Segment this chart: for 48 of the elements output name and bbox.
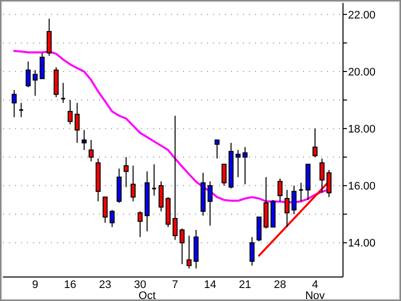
candlestick <box>298 182 304 202</box>
candlestick <box>214 140 220 160</box>
y-tick-label: 14.00 <box>348 238 376 250</box>
y-tick-label: 20.00 <box>348 66 376 78</box>
x-tick-label: 21 <box>238 279 252 291</box>
candlestick <box>82 130 87 150</box>
x-tick-label: 14 <box>204 279 216 291</box>
x-tick-label: 4 Nov <box>305 279 326 301</box>
candlestick <box>124 156 129 188</box>
y-tick-label: 22.00 <box>348 9 376 22</box>
candlestick <box>278 178 283 202</box>
candlestick <box>110 209 115 228</box>
candlestick <box>186 235 192 269</box>
candlestick <box>172 115 178 240</box>
x-tick-label: 9 <box>32 279 38 291</box>
candlestick <box>242 146 248 185</box>
candlestick <box>26 61 31 88</box>
candlestick <box>222 164 227 186</box>
x-tick-label: 16 <box>64 279 76 291</box>
candlestick <box>32 70 38 96</box>
x-tick-label: 23 <box>99 279 112 291</box>
y-tick-label: 18.00 <box>348 123 376 136</box>
candlestick <box>138 210 143 238</box>
x-tick-label: 7 <box>172 279 178 291</box>
x-tick-label: Oct <box>138 290 156 301</box>
y-tick-label: 16.00 <box>348 180 376 193</box>
candlestick <box>40 52 45 80</box>
candlestick <box>12 90 17 118</box>
candlestick <box>250 236 255 266</box>
candlestick <box>151 164 157 196</box>
candlestick <box>18 102 24 118</box>
candlestick <box>102 196 108 224</box>
candlestick <box>312 128 318 158</box>
candlestick <box>88 140 94 162</box>
candlestick <box>292 185 297 215</box>
candlestick <box>60 82 66 104</box>
candlestick <box>208 180 213 226</box>
candlestick <box>284 189 290 228</box>
candlestick <box>46 18 52 56</box>
candlestick <box>68 100 73 125</box>
candlestick <box>74 102 80 144</box>
candlestick <box>236 149 241 178</box>
x-tick-label: 30 <box>134 279 146 291</box>
candlestick <box>158 180 164 212</box>
candlestick <box>130 165 136 202</box>
candlestick <box>256 216 262 242</box>
x-tick-label: 28 <box>274 279 286 291</box>
candlestick <box>180 228 185 265</box>
